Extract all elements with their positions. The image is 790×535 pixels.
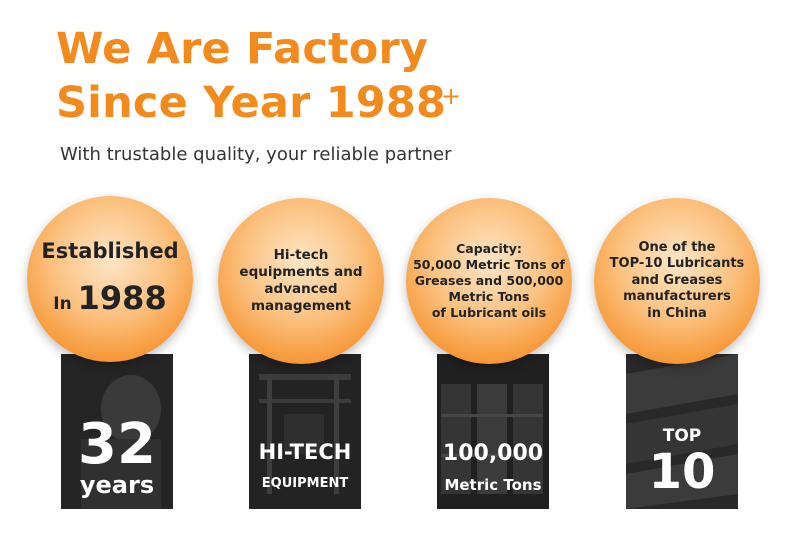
capacity-circle: Capacity: 50,000 Metric Tons of Greases … [406,198,572,364]
machinery-photo: HI-TECH EQUIPMENT [249,354,361,509]
years-label: years [79,471,155,499]
subtitle: With trustable quality, your reliable pa… [60,144,452,165]
equipment-label: EQUIPMENT [261,476,349,491]
plus-icon: + [441,82,462,110]
years-number: 32 [78,412,156,477]
machinery-photo-art [249,354,361,509]
headline-line-2: Since Year 1988 [56,78,447,128]
established-year-line: In 1988 [41,281,178,321]
feature-card-hitech: HI-TECH EQUIPMENT Hi-tech equipments and… [200,196,384,516]
feature-card-top10: TOP 10 One of the TOP-10 Lubricants and … [578,196,760,516]
worker-photo: 32 years [61,354,173,509]
top10-circle-text: One of the TOP-10 Lubricants and Greases… [609,239,745,321]
top-number: 10 [648,444,716,500]
capacity-unit: Metric Tons [444,476,542,494]
feature-card-capacity: 100,000 Metric Tons Capacity: 50,000 Met… [390,196,572,516]
headline: We Are Factory Since Year 1988 [56,22,446,130]
headline-line-1: We Are Factory [56,24,429,74]
established-in: In [53,293,72,314]
pallets-photo-art [626,354,738,509]
worker-photo-art [61,354,173,509]
top10-circle: One of the TOP-10 Lubricants and Greases… [594,198,760,364]
barrels-photo: 100,000 Metric Tons [437,354,549,509]
capacity-circle-text: Capacity: 50,000 Metric Tons of Greases … [413,241,565,320]
established-label: Established [41,238,179,263]
capacity-number: 100,000 [442,441,544,466]
hitech-label: HI-TECH [258,440,352,464]
established-circle: Established In 1988 [27,196,193,362]
feature-card-established: 32 years Established In 1988 [18,196,193,516]
hitech-circle: Hi-tech equipments and advanced manageme… [218,198,384,364]
hitech-circle-text: Hi-tech equipments and advanced manageme… [239,247,363,314]
barrels-photo-art [437,354,549,509]
pallets-photo: TOP 10 [626,354,738,509]
established-year: 1988 [77,278,167,317]
top-label: TOP [662,426,702,446]
